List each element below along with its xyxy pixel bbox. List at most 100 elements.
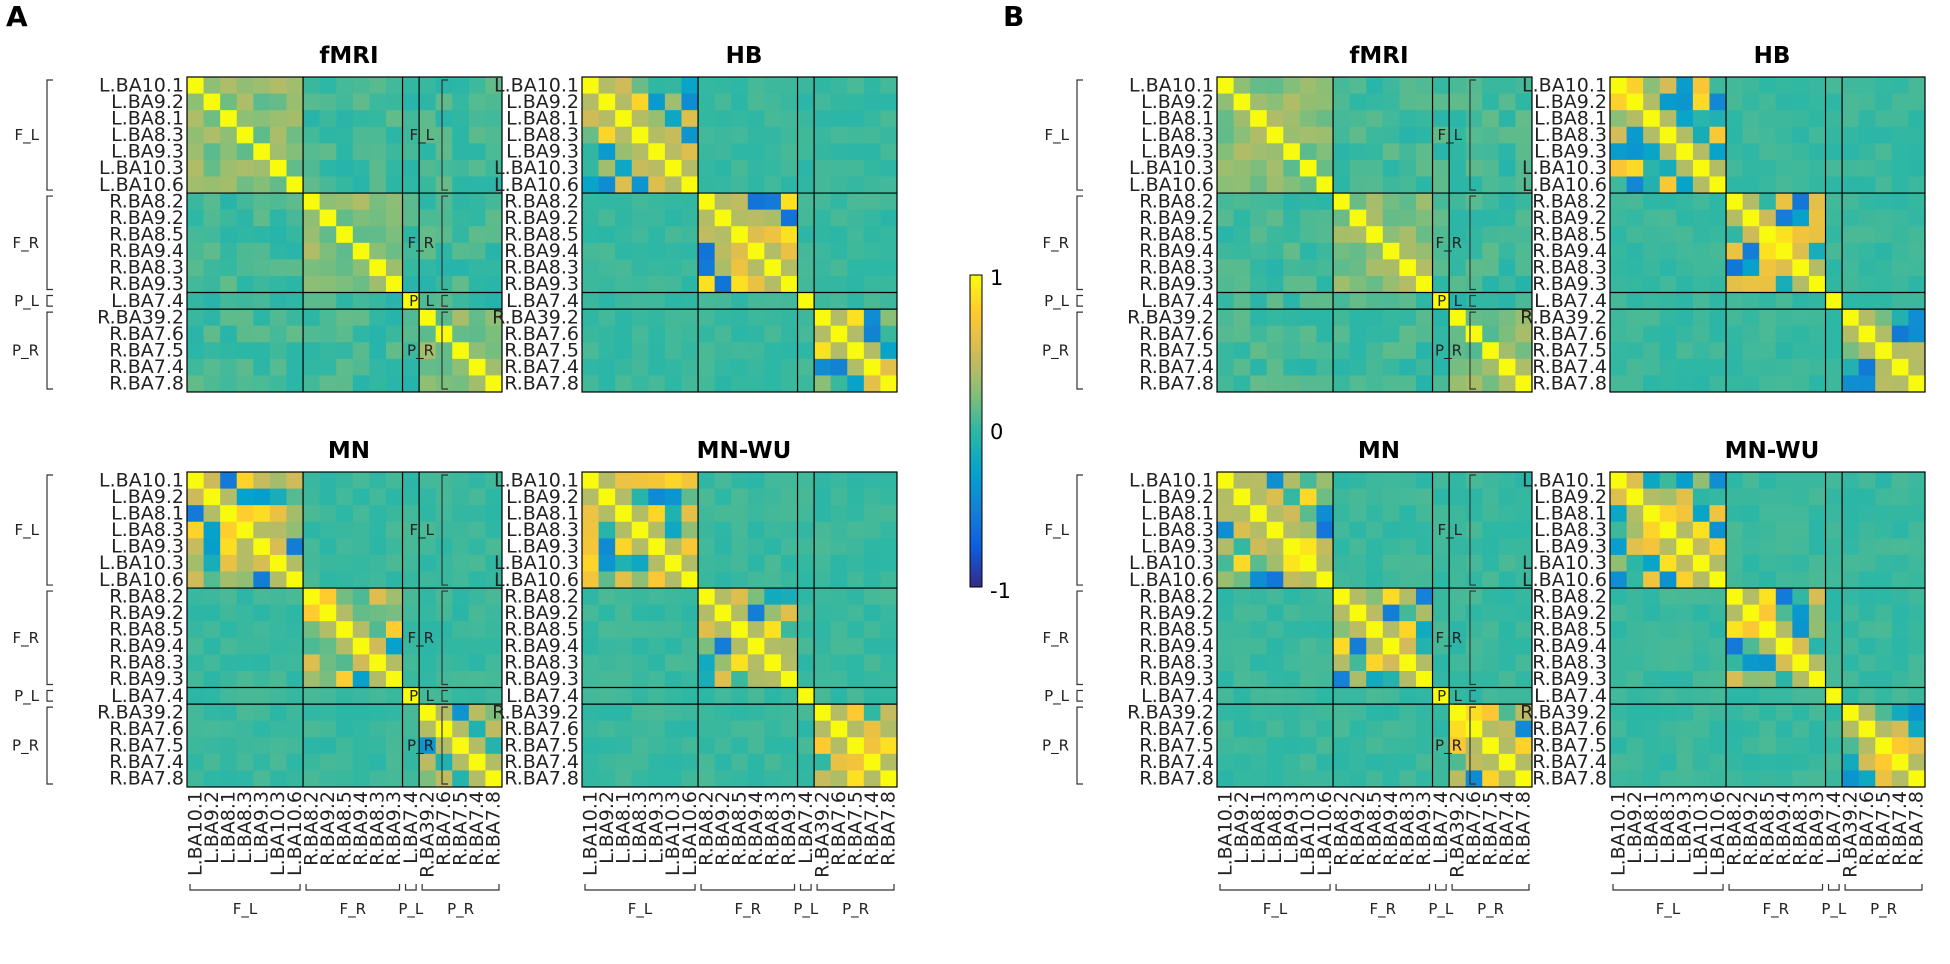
heatmap-cell xyxy=(1842,654,1860,672)
heatmap-cell xyxy=(1875,588,1893,606)
heatmap-cell xyxy=(187,209,204,227)
y-group-label: F_R xyxy=(407,234,434,253)
heatmap-cell xyxy=(187,737,204,755)
x-tick-label: R.BA7.8 xyxy=(878,791,900,866)
heatmap-cell xyxy=(1808,358,1826,376)
heatmap-cell xyxy=(1399,193,1417,211)
heatmap-cell xyxy=(336,309,354,327)
y-group-label: P_R xyxy=(1042,737,1069,756)
heatmap-cell xyxy=(1349,358,1367,376)
heatmap-cell xyxy=(1482,77,1500,94)
heatmap-cell xyxy=(1643,538,1661,556)
heatmap-cell xyxy=(236,621,254,639)
y-tick-label: L.BA10.3 xyxy=(1129,552,1214,574)
heatmap-cell xyxy=(319,770,337,788)
heatmap-cell xyxy=(1449,704,1467,722)
heatmap-cell xyxy=(880,176,898,194)
heatmap-cell xyxy=(1266,209,1284,227)
heatmap-cell xyxy=(220,242,238,260)
heatmap-cell xyxy=(598,325,616,343)
heatmap-cell xyxy=(780,77,798,94)
heatmap-cell xyxy=(1299,375,1317,393)
heatmap-cell xyxy=(1643,176,1661,194)
heatmap-cell xyxy=(385,488,403,506)
heatmap-cell xyxy=(286,226,304,244)
heatmap-cell xyxy=(452,325,470,343)
heatmap-cell xyxy=(187,554,204,572)
heatmap-cell xyxy=(863,342,881,360)
colorbar-gradient xyxy=(969,274,983,588)
heatmap-cell xyxy=(631,737,649,755)
heatmap-cell xyxy=(1742,720,1760,738)
heatmap-cell xyxy=(847,209,865,227)
heatmap-cell xyxy=(648,325,666,343)
heatmap-cell xyxy=(435,242,453,260)
heatmap-cell xyxy=(1775,193,1793,211)
heatmap-cell xyxy=(764,325,782,343)
heatmap-cell xyxy=(1610,93,1627,111)
x-tick-label: R.BA39.2 xyxy=(811,791,833,878)
heatmap-cell xyxy=(253,176,271,194)
heatmap-cell xyxy=(1792,110,1810,128)
heatmap-cell xyxy=(402,505,420,523)
x-tick-label: R.BA8.5 xyxy=(729,791,751,866)
heatmap-cell xyxy=(1610,242,1627,260)
heatmap-cell xyxy=(1643,309,1661,327)
x-tick-label: L.BA9.2 xyxy=(596,791,618,864)
heatmap-cell xyxy=(1266,505,1284,523)
heatmap-cell xyxy=(468,521,486,539)
heatmap-cell xyxy=(1366,538,1384,556)
heatmap-cell xyxy=(319,704,337,722)
heatmap-cell xyxy=(1465,753,1483,771)
heatmap-cell xyxy=(1742,505,1760,523)
heatmap-cell xyxy=(1316,704,1334,722)
heatmap-cell xyxy=(731,770,749,788)
heatmap-cell xyxy=(1382,488,1400,506)
heatmap-cell xyxy=(847,621,865,639)
x-tick-label: R.BA7.6 xyxy=(1463,791,1485,866)
heatmap-cell xyxy=(631,505,649,523)
heatmap-cell xyxy=(1842,687,1860,705)
heatmap-cell xyxy=(236,654,254,672)
heatmap-cell xyxy=(648,588,666,606)
heatmap-cell xyxy=(847,687,865,705)
heatmap-cell xyxy=(1759,242,1777,260)
heatmap-cell xyxy=(1465,226,1483,244)
heatmap-cell xyxy=(1382,753,1400,771)
heatmap-cell xyxy=(203,588,221,606)
heatmap-cell xyxy=(1659,143,1677,161)
heatmap-cell xyxy=(582,538,599,556)
y-tick-label: L.BA9.2 xyxy=(1141,91,1214,113)
heatmap-cell xyxy=(1233,472,1251,489)
heatmap-cell xyxy=(236,226,254,244)
heatmap-cell xyxy=(1808,110,1826,128)
heatmap-cell xyxy=(319,554,337,572)
heatmap-cell xyxy=(847,93,865,111)
heatmap-cell xyxy=(468,325,486,343)
heatmap-cell xyxy=(582,143,599,161)
heatmap-cell xyxy=(1676,737,1694,755)
y-tick-label: R.BA8.2 xyxy=(109,585,184,607)
heatmap-cell xyxy=(1792,637,1810,655)
y-tick-label: L.BA10.6 xyxy=(99,174,184,196)
heatmap-cell xyxy=(1415,209,1433,227)
y-group-label: F_R xyxy=(1042,629,1069,648)
heatmap-cell xyxy=(1775,325,1793,343)
heatmap-cell xyxy=(435,554,453,572)
y-group-label: F_R xyxy=(12,234,39,253)
heatmap-cell xyxy=(1842,176,1860,194)
heatmap-cell xyxy=(764,505,782,523)
heatmap-cell xyxy=(1283,505,1301,523)
heatmap-cell xyxy=(1250,309,1268,327)
heatmap-cell xyxy=(187,159,204,177)
heatmap-cell xyxy=(452,588,470,606)
x-tick-label: L.BA10.3 xyxy=(1297,791,1319,876)
heatmap-cell xyxy=(1742,770,1760,788)
heatmap-cell xyxy=(1891,770,1909,788)
heatmap-cell xyxy=(1432,554,1450,572)
heatmap-cell xyxy=(1858,176,1876,194)
heatmap-cell xyxy=(830,505,848,523)
heatmap-cell xyxy=(1858,770,1876,788)
heatmap-cell xyxy=(863,521,881,539)
heatmap-cell xyxy=(468,93,486,111)
